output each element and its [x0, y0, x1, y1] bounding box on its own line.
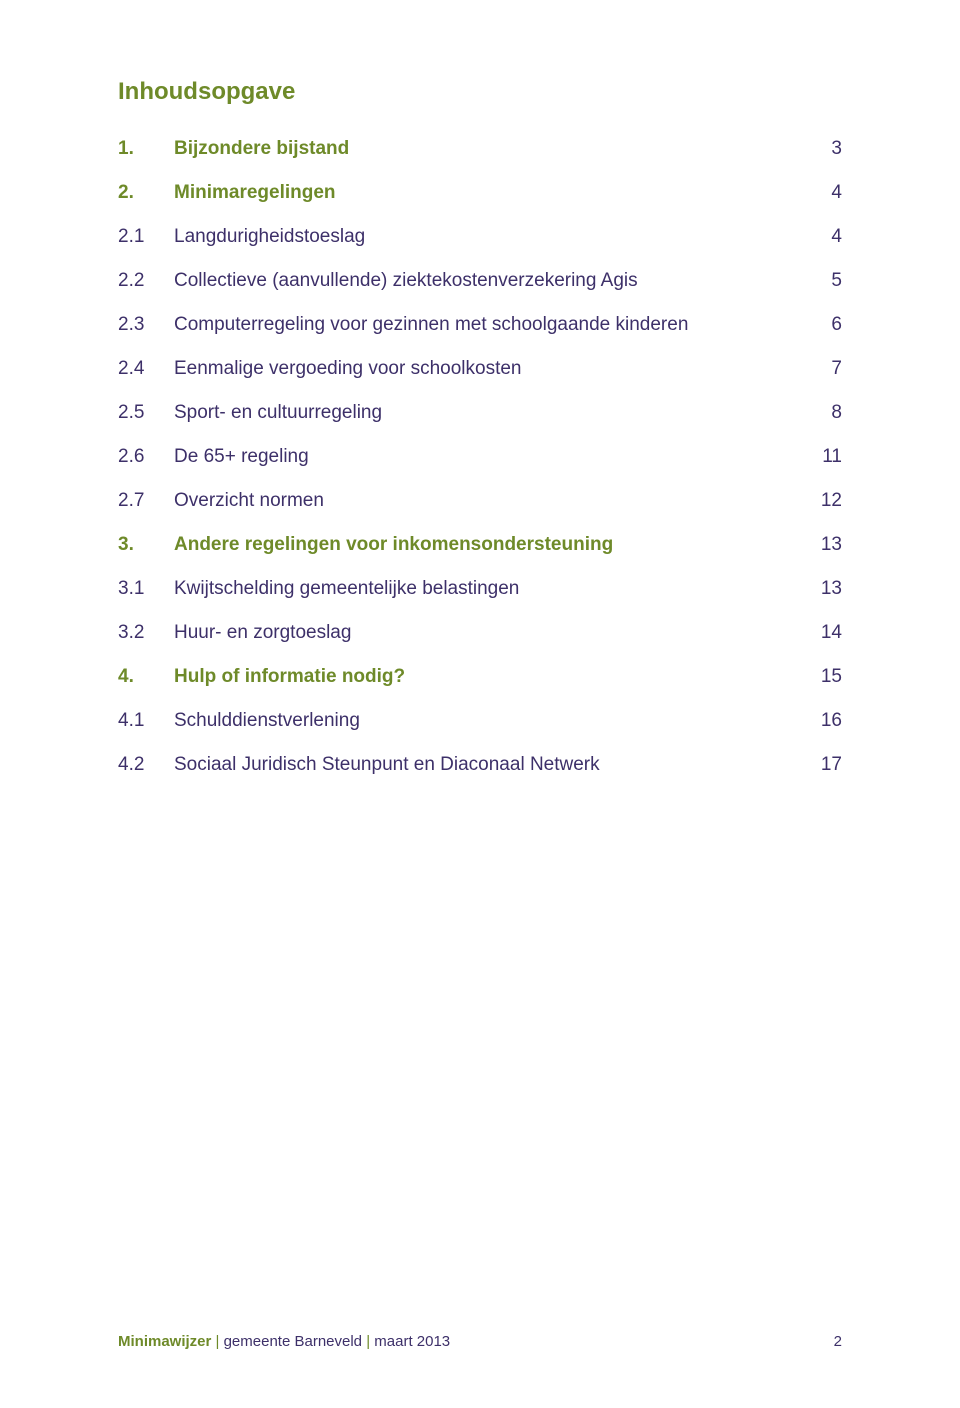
toc-num: 3.2: [118, 622, 174, 644]
toc-label: Andere regelingen voor inkomensondersteu…: [174, 534, 802, 556]
toc-row[interactable]: 2.6De 65+ regeling11: [118, 446, 842, 468]
toc-num: 2.2: [118, 270, 174, 292]
toc-num: 3.1: [118, 578, 174, 600]
toc-label: Computerregeling voor gezinnen met schoo…: [174, 314, 802, 336]
footer-sep-1: |: [211, 1333, 223, 1350]
toc-page: 13: [802, 578, 842, 600]
toc-page: 5: [802, 270, 842, 292]
toc-num: 2.4: [118, 358, 174, 380]
toc-page: 6: [802, 314, 842, 336]
toc-page: 4: [802, 182, 842, 204]
toc-label: Overzicht normen: [174, 490, 802, 512]
toc-row[interactable]: 2.5Sport- en cultuurregeling8: [118, 402, 842, 424]
toc-row[interactable]: 2.4Eenmalige vergoeding voor schoolkoste…: [118, 358, 842, 380]
page: Inhoudsopgave 1.Bijzondere bijstand32.Mi…: [0, 0, 960, 1408]
toc-num: 2.6: [118, 446, 174, 468]
footer-sep-2: |: [362, 1333, 374, 1350]
toc-body: 1.Bijzondere bijstand3 2.Minimaregelingen…: [118, 138, 842, 776]
footer-org: gemeente Barneveld: [224, 1333, 362, 1350]
toc-label: Sociaal Juridisch Steunpunt en Diaconaal…: [174, 754, 802, 776]
toc-label: Collectieve (aanvullende) ziektekostenve…: [174, 270, 802, 292]
toc-num: 3.: [118, 534, 174, 556]
toc-page: 4: [802, 226, 842, 248]
toc-page: 15: [802, 666, 842, 688]
toc-row[interactable]: 3.1Kwijtschelding gemeentelijke belastin…: [118, 578, 842, 600]
toc-label: Hulp of informatie nodig?: [174, 666, 802, 688]
toc-page: 8: [802, 402, 842, 424]
toc-row[interactable]: 4.2Sociaal Juridisch Steunpunt en Diacon…: [118, 754, 842, 776]
toc-page: 13: [802, 534, 842, 556]
toc-page: 7: [802, 358, 842, 380]
toc-row[interactable]: 3.Andere regelingen voor inkomensonderst…: [118, 534, 842, 556]
toc-label: Sport- en cultuurregeling: [174, 402, 802, 424]
toc-row[interactable]: 1.Bijzondere bijstand3: [118, 138, 842, 160]
toc-label: Schulddienstverlening: [174, 710, 802, 732]
toc-label: Langdurigheidstoeslag: [174, 226, 802, 248]
toc-num: 2.: [118, 182, 174, 204]
toc-row[interactable]: 2.Minimaregelingen4: [118, 182, 842, 204]
toc-row[interactable]: 2.7Overzicht normen12: [118, 490, 842, 512]
toc-row[interactable]: 4.1Schulddienstverlening16: [118, 710, 842, 732]
toc-row[interactable]: 2.3Computerregeling voor gezinnen met sc…: [118, 314, 842, 336]
toc-num: 2.1: [118, 226, 174, 248]
footer-brand: Minimawijzer: [118, 1333, 211, 1350]
toc-num: 2.3: [118, 314, 174, 336]
toc-num: 2.7: [118, 490, 174, 512]
toc-page: 16: [802, 710, 842, 732]
toc-label: Eenmalige vergoeding voor schoolkosten: [174, 358, 802, 380]
toc-row[interactable]: 4.Hulp of informatie nodig?15: [118, 666, 842, 688]
toc-label: De 65+ regeling: [174, 446, 802, 468]
toc-page: 12: [802, 490, 842, 512]
page-number: 2: [834, 1333, 842, 1350]
toc-title: Inhoudsopgave: [118, 78, 842, 106]
toc-num: 2.5: [118, 402, 174, 424]
toc-num: 4.1: [118, 710, 174, 732]
toc-page: 3: [802, 138, 842, 160]
toc-page: 11: [802, 446, 842, 468]
toc-page: 14: [802, 622, 842, 644]
toc-num: 4.: [118, 666, 174, 688]
toc-label: Bijzondere bijstand: [174, 138, 802, 160]
toc-row[interactable]: 3.2Huur- en zorgtoeslag14: [118, 622, 842, 644]
toc-label: Huur- en zorgtoeslag: [174, 622, 802, 644]
toc-num: 1.: [118, 138, 174, 160]
toc-label: Minimaregelingen: [174, 182, 802, 204]
toc-row[interactable]: 2.2Collectieve (aanvullende) ziektekoste…: [118, 270, 842, 292]
toc-row[interactable]: 2.1Langdurigheidstoeslag4: [118, 226, 842, 248]
toc-page: 17: [802, 754, 842, 776]
footer-date: maart 2013: [374, 1333, 450, 1350]
footer: Minimawijzer | gemeente Barneveld | maar…: [118, 1333, 450, 1350]
toc-label: Kwijtschelding gemeentelijke belastingen: [174, 578, 802, 600]
toc-num: 4.2: [118, 754, 174, 776]
